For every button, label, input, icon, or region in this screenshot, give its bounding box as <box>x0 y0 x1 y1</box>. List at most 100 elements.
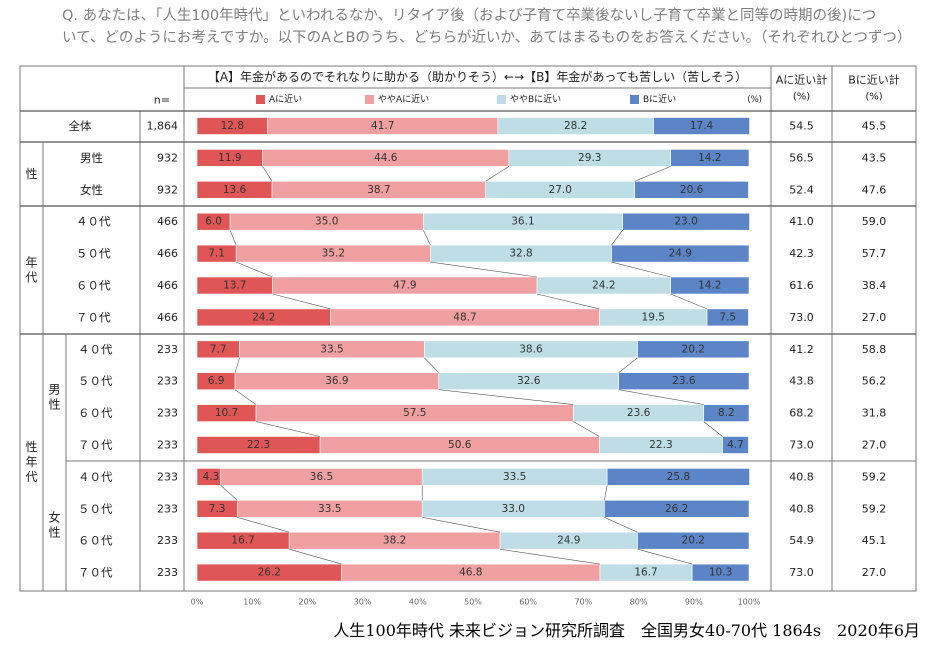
scale-title: 【A】年金があるのでそれなりに助かる（助かりそう）←→【B】年金があっても苦しい… <box>208 69 747 84</box>
row-n-10: 233 <box>157 407 178 420</box>
bar-segment-r13-4 <box>604 499 750 518</box>
data-label-r4-3: 36.1 <box>511 216 534 228</box>
percent-unit: (%) <box>747 95 762 105</box>
row-n-12: 233 <box>157 470 178 483</box>
connector-8-2 <box>424 357 439 373</box>
row-label-11: ７０代 <box>78 438 113 452</box>
data-label-r15-1: 26.2 <box>258 567 281 579</box>
data-label-r3-3: 27.0 <box>549 184 572 196</box>
connector-5-2 <box>430 261 538 278</box>
connector-4-3 <box>611 230 623 246</box>
connector-6-3 <box>670 293 708 310</box>
a-sum-value-13: 40.8 <box>789 502 814 515</box>
b-sum-value-14: 45.1 <box>862 534 887 547</box>
connector-13-2 <box>422 517 501 533</box>
legend-swatch-1 <box>256 95 265 104</box>
data-label-r4-4: 23.0 <box>674 216 697 228</box>
row-n-8: 233 <box>157 343 178 356</box>
bar-segment-r11-4 <box>722 436 749 454</box>
connector-9-3 <box>618 389 704 405</box>
connector-12-1 <box>220 485 238 501</box>
data-label-r7-3: 19.5 <box>642 311 665 323</box>
data-label-r2-4: 14.2 <box>698 152 721 164</box>
a-sum-value-15: 73.0 <box>789 566 814 579</box>
x-tick-6: 60% <box>519 598 537 607</box>
data-label-r9-2: 36.9 <box>325 375 348 387</box>
row-label-5: ５０代 <box>76 247 111 261</box>
row-n-1: 1,864 <box>147 120 179 133</box>
x-tick-7: 70% <box>575 598 593 607</box>
x-tick-3: 30% <box>354 598 372 607</box>
b-sum-value-3: 47.6 <box>862 183 887 196</box>
x-tick-2: 20% <box>299 598 317 607</box>
data-label-r13-1: 7.3 <box>209 503 226 515</box>
data-label-r8-3: 38.6 <box>519 343 543 355</box>
bar-segment-r9-4 <box>618 372 750 391</box>
row-label-4: ４０代 <box>76 215 111 229</box>
data-label-r3-2: 38.7 <box>367 184 390 196</box>
legend-label-1: Aに近い <box>269 93 302 105</box>
data-label-r11-2: 50.6 <box>448 439 472 451</box>
connector-10-1 <box>255 421 321 437</box>
x-tick-0: 0% <box>191 598 204 607</box>
b-sum-value-6: 38.4 <box>862 279 887 292</box>
x-tick-10: 100% <box>738 598 761 607</box>
bar-segment-r7-4 <box>706 308 749 327</box>
data-label-r12-1: 4.3 <box>203 471 220 483</box>
x-tick-4: 40% <box>409 598 427 607</box>
data-label-r11-4: 4.7 <box>727 439 744 451</box>
connector-2-2 <box>485 166 510 182</box>
connector-14-3 <box>637 548 693 565</box>
a-sum-value-11: 73.0 <box>789 439 814 452</box>
data-label-r10-3: 23.6 <box>627 407 651 419</box>
data-label-r7-1: 24.2 <box>252 311 275 323</box>
connector-4-1 <box>229 230 237 246</box>
b-sum-value-8: 58.8 <box>862 343 887 356</box>
data-label-r2-1: 11.9 <box>218 152 241 164</box>
bar-segment-r4-4 <box>622 212 750 231</box>
x-tick-5: 50% <box>464 598 482 607</box>
source-note: 人生100年時代 未来ビジョン研究所調査 全国男女40-70代 1864s 20… <box>333 621 920 640</box>
connector-5-1 <box>236 261 273 278</box>
connector-9-2 <box>438 389 574 405</box>
data-label-r8-1: 7.7 <box>210 343 227 355</box>
data-label-r10-2: 57.5 <box>403 407 426 419</box>
x-tick-8: 80% <box>630 598 648 607</box>
connector-2-3 <box>634 166 671 182</box>
question-line-1: Q. あなたは、「人生100年時代」といわれるなか、リタイア後（および子育て卒業… <box>62 8 877 24</box>
data-label-r5-2: 35.2 <box>322 248 345 260</box>
group-label-sex-age: 性年代 <box>25 440 37 484</box>
row-label-10: ６０代 <box>78 406 113 420</box>
bar-segment-r10-4 <box>703 404 750 422</box>
data-label-r11-1: 22.3 <box>247 439 270 451</box>
b-sum-header: Bに近い計 <box>848 73 900 87</box>
b-sum-value-2: 43.5 <box>862 151 887 164</box>
a-sum-value-14: 54.9 <box>789 534 814 547</box>
bar-segment-r15-4 <box>691 563 750 582</box>
data-label-r5-3: 32.8 <box>509 248 532 260</box>
row-n-15: 233 <box>157 566 178 579</box>
data-label-r7-4: 7.5 <box>719 311 736 323</box>
bar-segment-r2-4 <box>670 149 750 167</box>
a-sum-header-unit: (%) <box>793 92 810 103</box>
b-sum-header-unit: (%) <box>865 92 882 103</box>
a-sum-value-5: 42.3 <box>789 247 814 260</box>
legend-swatch-3 <box>497 95 506 104</box>
data-label-r12-3: 33.5 <box>503 471 526 483</box>
row-n-5: 466 <box>157 247 178 260</box>
group-label-male: 男性 <box>48 383 60 412</box>
table-frame <box>19 65 917 592</box>
connector-5-3 <box>611 261 671 278</box>
a-sum-value-8: 41.2 <box>789 343 814 356</box>
data-label-r14-3: 24.9 <box>557 535 580 547</box>
connector-10-2 <box>573 421 600 437</box>
row-label-2: 男性 <box>80 151 103 165</box>
a-sum-value-4: 41.0 <box>789 215 814 228</box>
connector-6-1 <box>272 293 331 310</box>
row-n-13: 233 <box>157 502 178 515</box>
data-label-r1-1: 12.8 <box>221 120 244 132</box>
data-label-r11-3: 22.3 <box>649 439 672 451</box>
data-label-r2-3: 29.3 <box>578 152 601 164</box>
row-label-14: ６０代 <box>78 534 113 548</box>
